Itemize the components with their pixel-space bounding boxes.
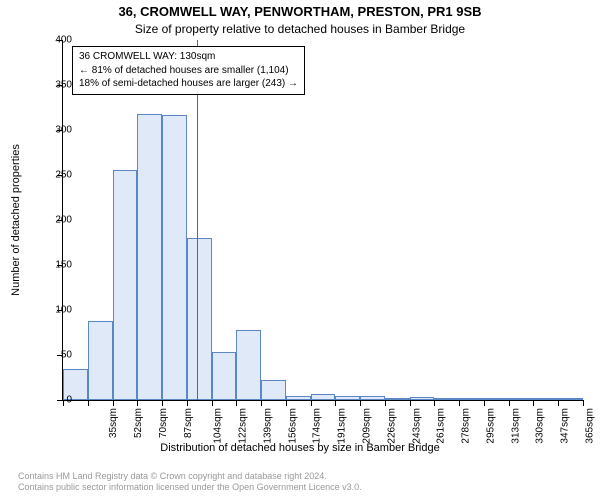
histogram-bar — [236, 330, 261, 400]
histogram-bar — [484, 398, 509, 400]
attribution-text: Contains HM Land Registry data © Crown c… — [18, 471, 362, 494]
chart-title: 36, CROMWELL WAY, PENWORTHAM, PRESTON, P… — [0, 4, 600, 19]
histogram-bar — [311, 394, 336, 400]
callout-line: 36 CROMWELL WAY: 130sqm — [79, 50, 298, 64]
histogram-bar — [137, 114, 162, 400]
y-tick-label: 300 — [55, 125, 72, 136]
x-tick-label: 174sqm — [312, 408, 323, 444]
x-tick — [261, 400, 262, 406]
y-tick-label: 250 — [55, 170, 72, 181]
histogram-bar — [261, 380, 286, 400]
x-axis-title: Distribution of detached houses by size … — [0, 442, 600, 454]
x-tick — [236, 400, 237, 406]
x-tick — [137, 400, 138, 406]
x-tick-label: 139sqm — [263, 408, 274, 444]
x-tick — [509, 400, 510, 406]
y-tick-label: 150 — [55, 260, 72, 271]
histogram-bar — [459, 398, 484, 400]
x-tick — [385, 400, 386, 406]
x-tick-label: 261sqm — [436, 408, 447, 444]
x-tick — [484, 400, 485, 406]
x-tick — [410, 400, 411, 406]
x-tick — [434, 400, 435, 406]
x-tick — [311, 400, 312, 406]
x-tick — [459, 400, 460, 406]
y-tick-label: 200 — [55, 215, 72, 226]
x-tick-label: 191sqm — [337, 408, 348, 444]
x-tick — [187, 400, 188, 406]
x-tick — [583, 400, 584, 406]
attribution-line: Contains HM Land Registry data © Crown c… — [18, 471, 362, 483]
y-tick-label: 0 — [66, 395, 72, 406]
x-tick-label: 156sqm — [287, 408, 298, 444]
attribution-line: Contains public sector information licen… — [18, 482, 362, 494]
histogram-bar — [360, 396, 385, 400]
histogram-bar — [187, 238, 212, 400]
y-tick-label: 400 — [55, 35, 72, 46]
y-tick-label: 50 — [61, 350, 72, 361]
histogram-bar — [410, 397, 435, 400]
x-tick-label: 52sqm — [133, 408, 144, 438]
x-tick — [113, 400, 114, 406]
histogram-bar — [434, 398, 459, 400]
x-tick — [212, 400, 213, 406]
x-tick-label: 313sqm — [510, 408, 521, 444]
histogram-bar — [212, 352, 237, 400]
x-tick — [286, 400, 287, 406]
x-tick-label: 87sqm — [183, 408, 194, 438]
x-tick — [162, 400, 163, 406]
y-tick-label: 350 — [55, 80, 72, 91]
x-tick — [335, 400, 336, 406]
histogram-bar — [286, 396, 311, 401]
histogram-bar — [509, 398, 534, 400]
histogram-bar — [162, 115, 187, 400]
y-axis-title: Number of detached properties — [10, 144, 22, 296]
callout-line: 18% of semi-detached houses are larger (… — [79, 77, 298, 91]
x-tick — [558, 400, 559, 406]
x-tick-label: 347sqm — [560, 408, 571, 444]
chart-container: 36, CROMWELL WAY, PENWORTHAM, PRESTON, P… — [0, 0, 600, 500]
histogram-bar — [558, 398, 583, 400]
x-tick-label: 209sqm — [362, 408, 373, 444]
x-tick-label: 295sqm — [485, 408, 496, 444]
histogram-bar — [533, 398, 558, 400]
x-tick-label: 330sqm — [535, 408, 546, 444]
y-tick-label: 100 — [55, 305, 72, 316]
x-tick-label: 365sqm — [584, 408, 595, 444]
callout-line: ← 81% of detached houses are smaller (1,… — [79, 64, 298, 78]
x-tick-label: 278sqm — [461, 408, 472, 444]
x-tick-label: 243sqm — [411, 408, 422, 444]
histogram-bar — [113, 170, 138, 400]
x-tick-label: 104sqm — [213, 408, 224, 444]
x-tick-label: 122sqm — [238, 408, 249, 444]
chart-subtitle: Size of property relative to detached ho… — [0, 22, 600, 36]
x-tick — [88, 400, 89, 406]
histogram-bar — [335, 396, 360, 401]
x-tick-label: 70sqm — [158, 408, 169, 438]
histogram-bar — [88, 321, 113, 400]
x-tick-label: 226sqm — [386, 408, 397, 444]
x-tick — [63, 400, 64, 406]
x-tick — [533, 400, 534, 406]
histogram-bar — [385, 398, 410, 400]
x-tick-label: 35sqm — [108, 408, 119, 438]
x-tick — [360, 400, 361, 406]
callout-box: 36 CROMWELL WAY: 130sqm← 81% of detached… — [72, 46, 305, 95]
